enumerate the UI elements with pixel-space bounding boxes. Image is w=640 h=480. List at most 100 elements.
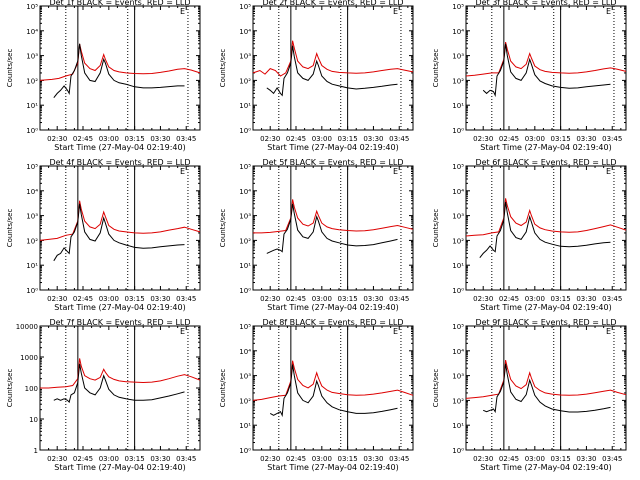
y-tick-label: 10⁴ xyxy=(452,28,464,36)
y-tick-label: 10⁴ xyxy=(239,188,251,196)
y-tick-label: 10000 xyxy=(16,323,38,331)
panel-title-tag: E xyxy=(606,7,611,16)
y-tick-label: 10⁵ xyxy=(239,3,251,11)
y-tick-label: 10¹ xyxy=(239,102,251,110)
series-events-line xyxy=(269,364,398,418)
y-tick-label: 1000 xyxy=(20,354,38,362)
y-tick-label: 10 xyxy=(29,416,38,424)
panel-title: Det 6f BLACK = Events, RED = LLD xyxy=(475,158,616,167)
y-tick-label: 10⁴ xyxy=(26,188,38,196)
x-tick-label: 03:00 xyxy=(312,455,332,463)
series-lld-line xyxy=(252,40,414,77)
series-lld-line xyxy=(465,198,627,237)
y-tick-label: 10² xyxy=(239,77,251,85)
plot-frame xyxy=(465,5,627,131)
x-tick-label: 03:30 xyxy=(363,135,383,143)
x-axis-label: Start Time (27-May-04 02:19:40) xyxy=(480,463,611,472)
x-tick-label: 02:30 xyxy=(473,135,493,143)
y-tick-label: 10³ xyxy=(239,213,251,221)
x-tick-label: 03:15 xyxy=(338,295,358,303)
plot-frame xyxy=(465,165,627,291)
y-tick-label: 10³ xyxy=(452,373,464,381)
y-tick-label: 10⁰ xyxy=(239,287,251,295)
y-axis-label: Counts/sec xyxy=(432,49,440,88)
chart-panel-4: 10⁰ 10¹ 10² 10³ 10⁴ 10⁵ 02:30 02:45 03:00 03:15 03… xyxy=(6,158,201,312)
plot-frame xyxy=(252,5,414,131)
plot-frame xyxy=(465,325,627,451)
y-tick-label: 10⁴ xyxy=(452,188,464,196)
plot-frame xyxy=(39,325,201,451)
x-tick-label: 03:15 xyxy=(551,135,571,143)
x-tick-label: 02:30 xyxy=(47,295,67,303)
y-tick-label: 10¹ xyxy=(452,102,464,110)
x-tick-label: 02:45 xyxy=(499,135,519,143)
y-tick-label: 10² xyxy=(452,77,464,85)
y-axis-label: Counts/sec xyxy=(219,369,227,408)
series-events-line xyxy=(483,363,611,414)
series-events-line xyxy=(53,203,185,262)
x-tick-label: 03:15 xyxy=(338,135,358,143)
x-tick-label: 03:00 xyxy=(525,455,545,463)
x-tick-label: 03:45 xyxy=(176,135,196,143)
series-events-line xyxy=(53,43,185,99)
panel-title-tag: E xyxy=(393,327,398,336)
y-tick-label: 10⁴ xyxy=(452,348,464,356)
y-tick-label: 10⁵ xyxy=(239,163,251,171)
x-tick-label: 03:00 xyxy=(99,455,119,463)
y-tick-label: 100 xyxy=(25,385,38,393)
x-tick-label: 02:45 xyxy=(73,135,93,143)
y-tick-label: 10² xyxy=(26,237,38,245)
y-tick-label: 10⁰ xyxy=(239,127,251,135)
x-tick-label: 03:45 xyxy=(389,455,409,463)
panel-title: Det 4f BLACK = Events, RED = LLD xyxy=(49,158,190,167)
y-tick-label: 10⁴ xyxy=(239,28,251,36)
series-events-line xyxy=(482,43,611,98)
y-tick-label: 10⁴ xyxy=(26,28,38,36)
x-tick-label: 03:30 xyxy=(150,455,170,463)
panel-title-tag: E xyxy=(606,327,611,336)
y-tick-label: 10⁰ xyxy=(26,127,38,135)
y-axis-label: Counts/sec xyxy=(6,49,14,88)
y-tick-label: 10⁵ xyxy=(452,163,464,171)
x-tick-label: 02:45 xyxy=(73,295,93,303)
y-tick-label: 10⁰ xyxy=(452,447,464,455)
y-tick-label: 10⁰ xyxy=(239,447,251,455)
plot-frame xyxy=(39,165,201,291)
x-tick-label: 03:30 xyxy=(363,455,383,463)
y-tick-label: 10² xyxy=(239,397,251,405)
x-tick-label: 03:30 xyxy=(150,295,170,303)
x-tick-label: 03:00 xyxy=(312,135,332,143)
series-lld-line xyxy=(40,358,201,389)
x-tick-label: 03:45 xyxy=(176,295,196,303)
chart-panel-5: 10⁰ 10¹ 10² 10³ 10⁴ 10⁵ 02:30 02:45 03:00 03:15 03… xyxy=(219,158,414,312)
x-tick-label: 03:15 xyxy=(551,295,571,303)
chart-panel-9: 10⁰ 10¹ 10² 10³ 10⁴ 10⁵ 02:30 02:45 03:00 03:15 03… xyxy=(432,318,627,472)
x-tick-label: 02:45 xyxy=(286,135,306,143)
x-tick-label: 02:30 xyxy=(47,455,67,463)
x-tick-label: 03:45 xyxy=(176,455,196,463)
panel-title: Det 3f BLACK = Events, RED = LLD xyxy=(475,0,616,7)
y-tick-label: 10² xyxy=(452,237,464,245)
x-tick-label: 03:45 xyxy=(602,455,622,463)
y-axis-label: Counts/sec xyxy=(432,209,440,248)
x-tick-label: 03:30 xyxy=(576,135,596,143)
y-tick-label: 10⁵ xyxy=(26,3,38,11)
panel-title-tag: E xyxy=(180,7,185,16)
series-lld-line xyxy=(465,41,627,77)
y-tick-label: 10² xyxy=(452,397,464,405)
y-tick-label: 10⁰ xyxy=(26,287,38,295)
x-tick-label: 03:30 xyxy=(576,455,596,463)
x-tick-label: 03:00 xyxy=(525,295,545,303)
y-tick-label: 10¹ xyxy=(452,422,464,430)
x-tick-label: 03:45 xyxy=(602,135,622,143)
y-tick-label: 10⁰ xyxy=(452,127,464,135)
panel-title-tag: E xyxy=(393,7,398,16)
y-axis-label: Counts/sec xyxy=(432,369,440,408)
x-tick-label: 02:45 xyxy=(73,455,93,463)
y-tick-label: 1 xyxy=(34,447,38,455)
x-tick-label: 02:30 xyxy=(473,455,493,463)
panel-title-tag: E xyxy=(393,167,398,176)
x-tick-label: 03:45 xyxy=(602,295,622,303)
x-tick-label: 03:15 xyxy=(125,455,145,463)
y-tick-label: 10⁵ xyxy=(452,3,464,11)
